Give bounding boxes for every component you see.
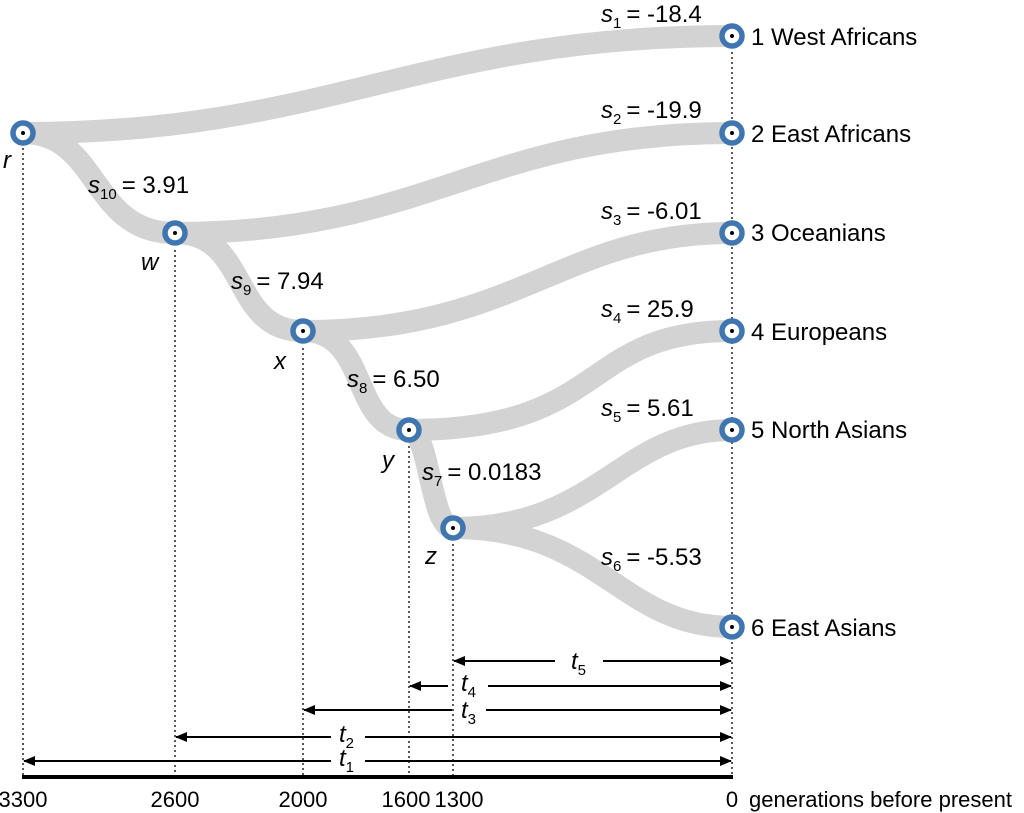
node-z xyxy=(440,515,466,541)
coef-label-s4: s4 = 25.9 xyxy=(601,296,694,327)
coef-label-s1: s1 = -18.4 xyxy=(601,1,702,32)
coef-label-s5: s5 = 5.61 xyxy=(601,395,694,426)
branch-x-to-oceanians xyxy=(292,222,743,342)
branch-x-to-y xyxy=(292,320,420,441)
time-span-arrows xyxy=(23,656,732,766)
time-axis-ticks: 3300 2600 2000 1600 1300 0 xyxy=(0,787,738,812)
coef-label-s2: s2 = -19.9 xyxy=(601,97,702,128)
tree-branches xyxy=(12,25,743,638)
branch-r-to-w xyxy=(12,122,186,244)
branch-r-to-west-africans xyxy=(12,25,743,144)
axis-tick-1600: 1600 xyxy=(382,787,431,812)
node-label-z: z xyxy=(424,543,437,570)
population-label-6: 6 East Asians xyxy=(751,615,896,642)
coef-label-s7: s7 = 0.0183 xyxy=(422,459,541,490)
span-label-t3: t3 xyxy=(461,697,476,728)
axis-tick-2000: 2000 xyxy=(279,787,328,812)
population-label-1: 1 West Africans xyxy=(751,24,917,51)
axis-tick-3300: 3300 xyxy=(0,787,47,812)
node-y xyxy=(396,417,422,443)
branch-y-to-europeans xyxy=(398,320,743,441)
leaf-node-2 xyxy=(719,120,745,146)
node-labels: r w x y z xyxy=(3,147,437,570)
leaf-node-6 xyxy=(719,614,745,640)
node-label-y: y xyxy=(380,447,396,474)
leaf-node-5 xyxy=(719,417,745,443)
population-label-5: 5 North Asians xyxy=(751,417,907,444)
leaf-branch-coefficients: s1 = -18.4 s2 = -19.9 s3 = -6.01 s4 = 25.9 s… xyxy=(601,1,702,575)
tree-nodes xyxy=(10,23,745,640)
axis-tick-1300: 1300 xyxy=(435,787,484,812)
population-label-2: 2 East Africans xyxy=(751,121,911,148)
branch-z-to-east-asians xyxy=(442,517,743,638)
node-r xyxy=(10,120,36,146)
coef-label-s10: s10 = 3.91 xyxy=(88,172,189,203)
leaf-node-3 xyxy=(719,220,745,246)
population-label-3: 3 Oceanians xyxy=(751,220,886,247)
branch-w-to-east-africans xyxy=(164,122,743,244)
span-label-t4: t4 xyxy=(461,670,476,701)
axis-tick-2600: 2600 xyxy=(151,787,200,812)
span-label-t5: t5 xyxy=(571,648,586,679)
span-label-t2: t2 xyxy=(339,721,354,752)
node-label-w: w xyxy=(141,249,160,276)
time-span-labels: t5 t4 t3 t2 t1 xyxy=(339,648,586,776)
node-label-x: x xyxy=(273,348,287,375)
coef-label-s6: s6 = -5.53 xyxy=(601,544,702,575)
node-label-r: r xyxy=(3,147,12,174)
coef-label-s9: s9 = 7.94 xyxy=(231,268,324,299)
population-labels: 1 West Africans 2 East Africans 3 Oceani… xyxy=(751,24,917,642)
branch-w-to-x xyxy=(164,222,314,342)
population-label-4: 4 Europeans xyxy=(751,319,887,346)
leaf-node-4 xyxy=(719,318,745,344)
time-axis-label: generations before present xyxy=(749,787,1012,812)
coef-label-s3: s3 = -6.01 xyxy=(601,198,702,229)
node-w xyxy=(162,220,188,246)
span-label-t1: t1 xyxy=(339,745,354,776)
leaf-node-1 xyxy=(719,23,745,49)
axis-tick-0: 0 xyxy=(726,787,738,812)
internal-branch-coefficients: s10 = 3.91 s9 = 7.94 s8 = 6.50 s7 = 0.0183 xyxy=(88,172,541,490)
coef-label-s8: s8 = 6.50 xyxy=(347,366,440,397)
node-x xyxy=(290,318,316,344)
